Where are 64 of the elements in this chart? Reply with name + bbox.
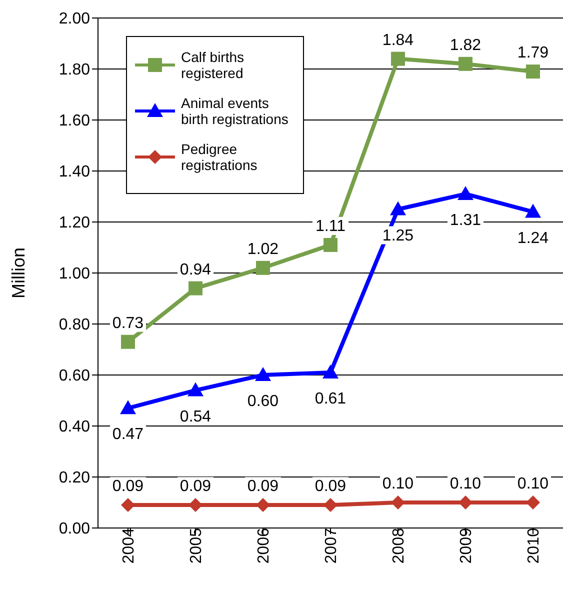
y-tick-label: 0.00 <box>58 520 90 538</box>
point <box>121 498 135 512</box>
data-label: 1.31 <box>450 212 482 229</box>
data-label: 1.11 <box>316 218 346 235</box>
data-label: 0.60 <box>247 393 279 410</box>
point <box>526 64 540 79</box>
data-label: 0.09 <box>180 478 212 496</box>
point <box>188 281 202 296</box>
y-tick-label: 0.40 <box>58 418 90 436</box>
y-tick-label: 1.80 <box>58 62 90 79</box>
x-tick-label: 2009 <box>458 528 475 564</box>
point <box>120 400 136 414</box>
point <box>255 367 271 381</box>
point <box>121 334 135 349</box>
y-tick-label: 1.00 <box>58 266 90 283</box>
data-label: 0.94 <box>180 261 212 278</box>
data-label: 0.73 <box>112 314 144 332</box>
point <box>390 201 406 216</box>
data-label: 0.09 <box>247 478 279 496</box>
x-tick-label: 2004 <box>120 528 138 564</box>
y-axis-title: Million <box>8 247 28 299</box>
y-tick-label: 0.80 <box>58 316 90 334</box>
point <box>391 52 405 66</box>
data-label: 0.61 <box>314 390 346 408</box>
point <box>526 496 540 510</box>
y-tick-label: 2.00 <box>58 10 90 28</box>
point <box>188 382 204 396</box>
data-label: 1.84 <box>382 32 414 49</box>
point <box>324 238 338 252</box>
data-label: 1.24 <box>517 230 549 247</box>
y-tick-label: 0.20 <box>58 470 90 487</box>
x-tick-label: 2006 <box>255 528 272 564</box>
y-tick-label: 0.60 <box>58 368 90 385</box>
legend-label: Animal events birth registrations <box>181 95 290 127</box>
data-label: 1.25 <box>382 227 414 244</box>
point <box>458 56 472 71</box>
data-label: 0.10 <box>382 476 414 492</box>
data-label: 0.47 <box>112 426 144 444</box>
legend-label: Calf births registered <box>181 49 246 81</box>
point <box>256 260 270 275</box>
y-tick-label: 1.60 <box>58 112 90 130</box>
data-label: 0.10 <box>450 476 482 492</box>
x-tick-label: 2010 <box>525 528 542 564</box>
point <box>256 498 270 512</box>
data-label: 0.54 <box>180 408 212 426</box>
data-label: 1.82 <box>450 36 482 54</box>
data-label: 1.02 <box>247 240 279 258</box>
point <box>188 498 202 512</box>
point <box>458 186 474 200</box>
x-tick-label: 2007 <box>322 528 340 564</box>
y-tick-label: 1.40 <box>58 164 90 181</box>
data-label: 0.09 <box>314 478 346 496</box>
point <box>525 204 541 218</box>
point <box>458 496 472 510</box>
x-tick-label: 2005 <box>188 528 205 564</box>
point <box>324 498 338 512</box>
point <box>391 496 405 510</box>
x-tick-label: 2008 <box>390 528 408 564</box>
y-tick-label: 1.20 <box>58 214 90 232</box>
data-label: 0.09 <box>112 478 144 496</box>
legend-label: Pedigree registrations <box>181 141 258 173</box>
data-label: 0.10 <box>517 476 549 492</box>
data-label: 1.79 <box>517 44 549 62</box>
point <box>322 364 338 378</box>
